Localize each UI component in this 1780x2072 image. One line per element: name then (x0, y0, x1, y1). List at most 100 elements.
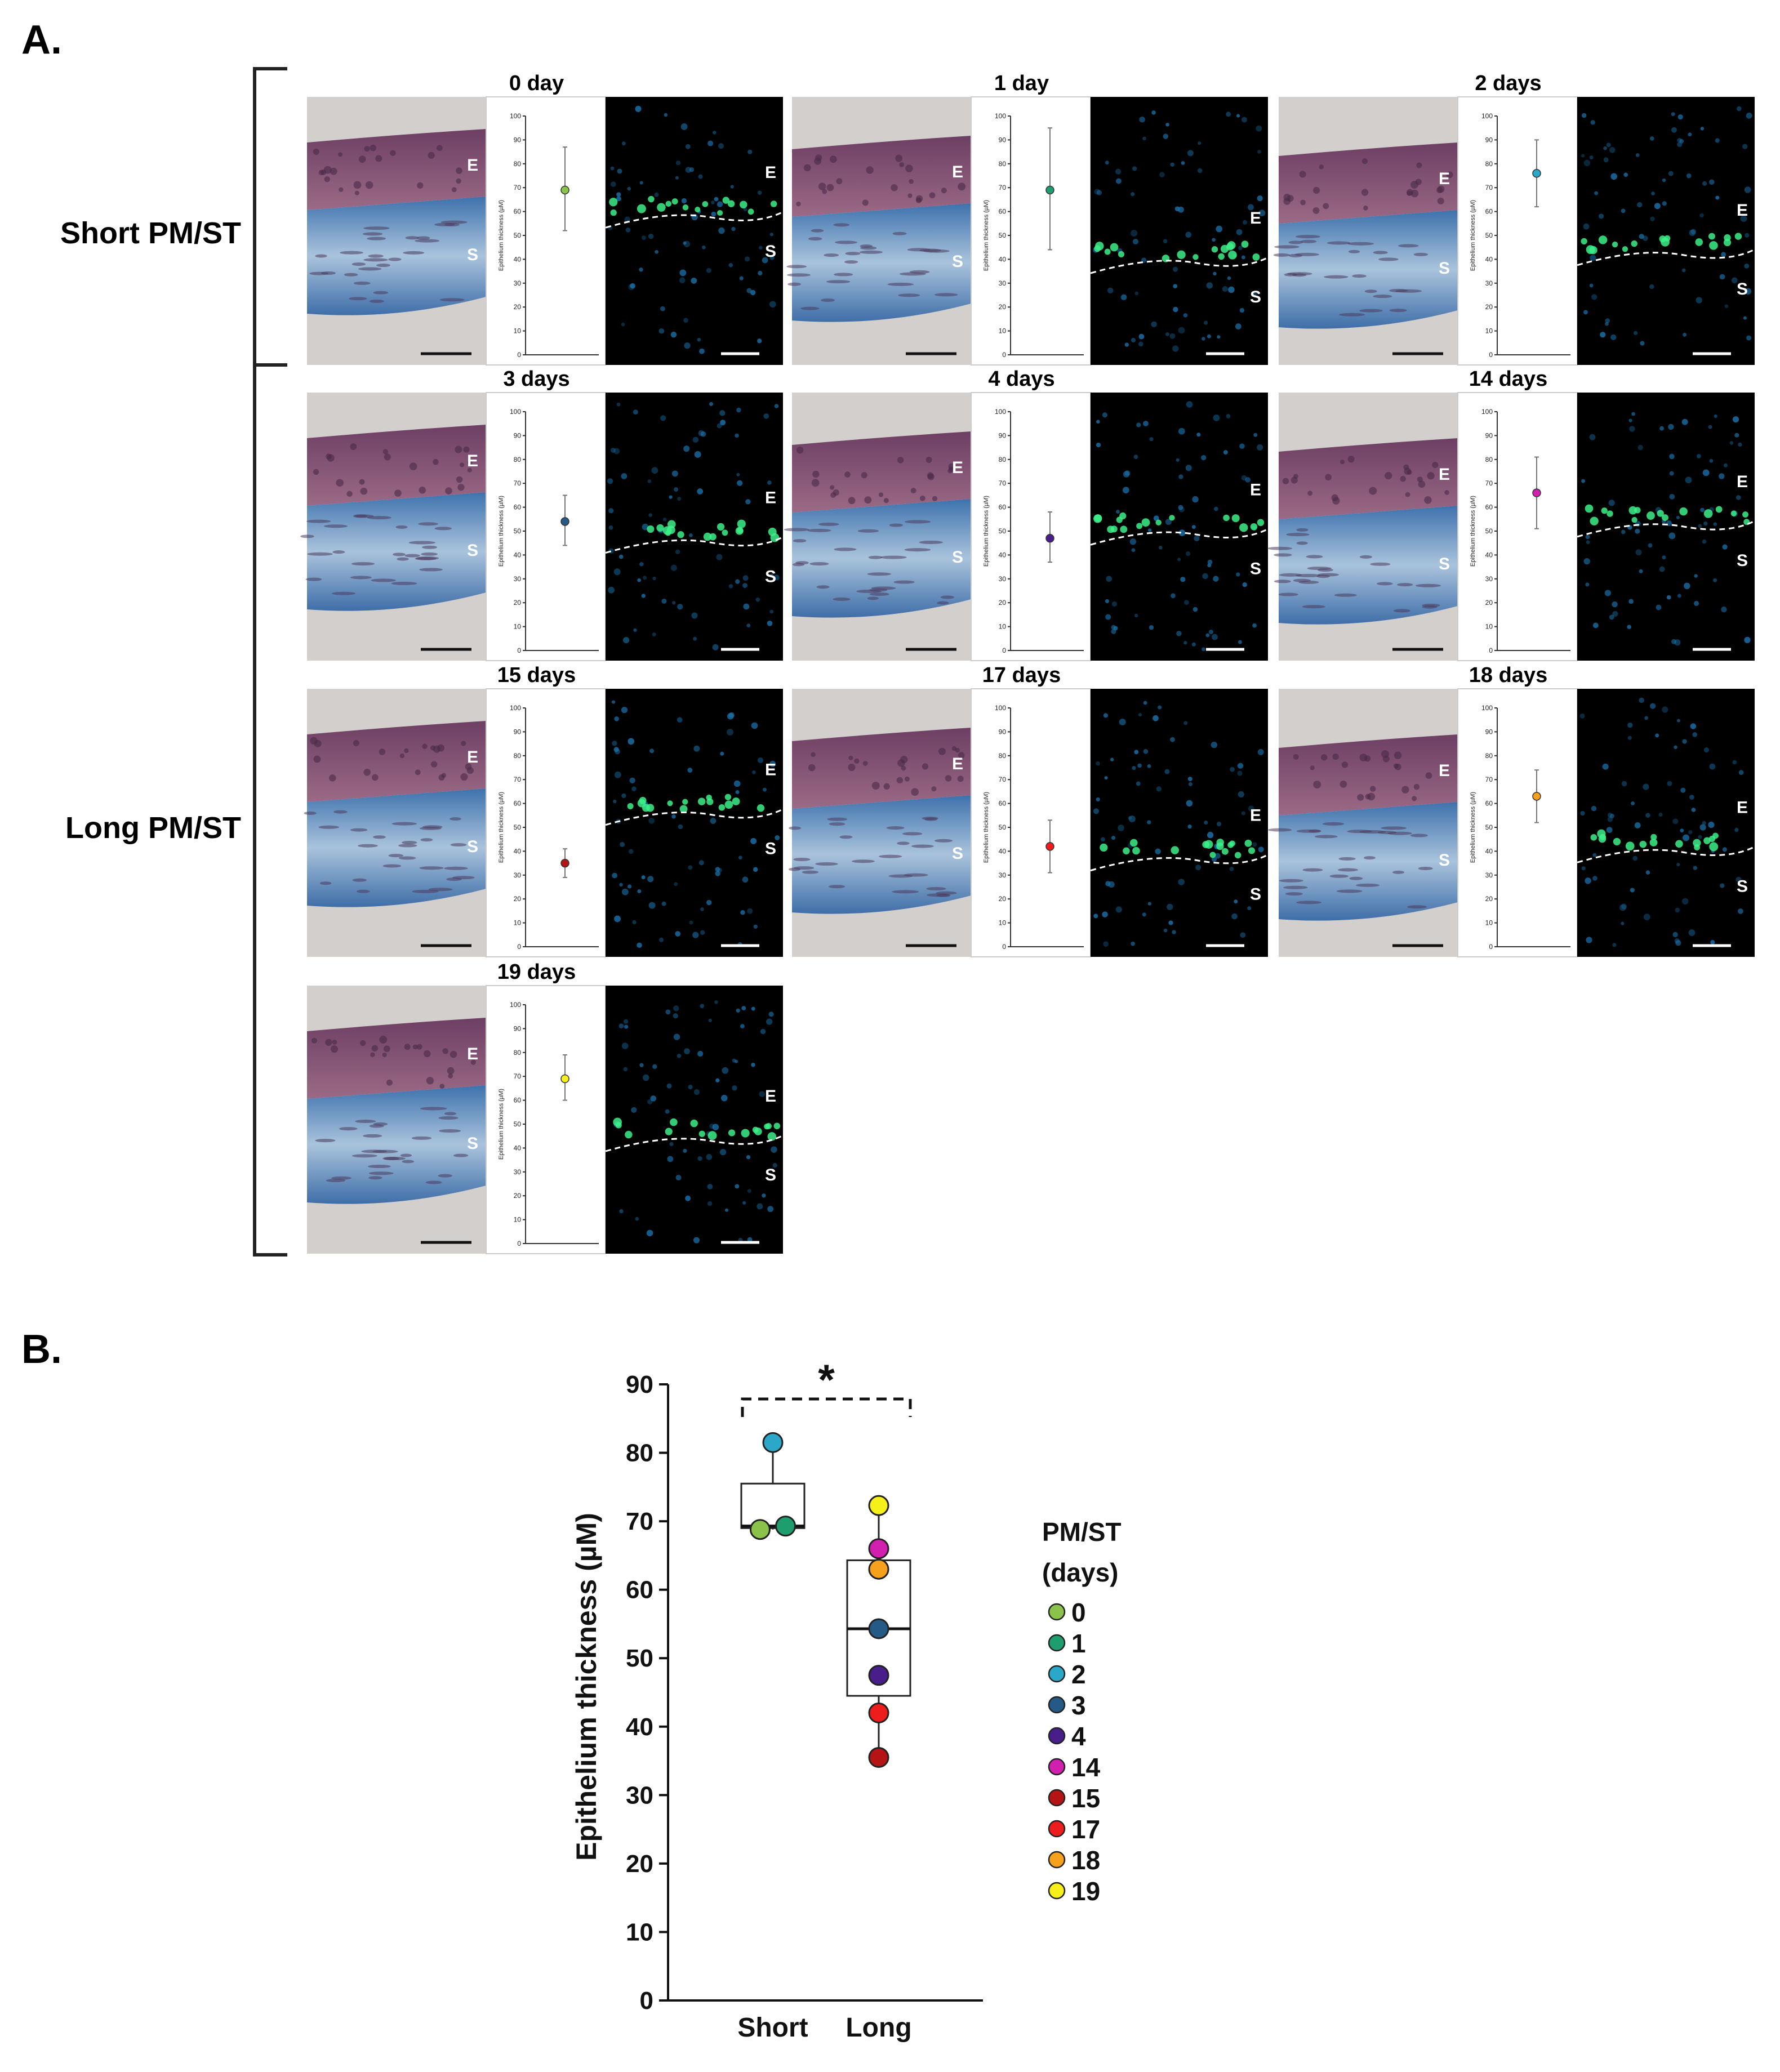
inset-tick-label: 50 (999, 823, 1007, 831)
panel-p1: 1 dayES0102030405060708090100Epithelium … (786, 72, 1269, 366)
inset-tick-label: 100 (510, 408, 521, 416)
inset-y-label: Epithelium thickness (µM) (498, 792, 505, 863)
marker-s: S (952, 844, 963, 863)
mean-point (560, 858, 569, 868)
basement-membrane-line (1090, 528, 1269, 546)
marker-s: S (765, 840, 776, 858)
marker-e: E (1250, 480, 1261, 499)
inset-y-label: Epithelium thickness (µM) (1470, 496, 1476, 567)
marker-s: S (467, 246, 478, 264)
panel-p19: 19 daysES0102030405060708090100Epitheliu… (307, 960, 784, 1254)
inset-tick-label: 0 (517, 351, 521, 359)
inset-tick-label: 20 (999, 895, 1007, 903)
panel-p18: 18 daysES0102030405060708090100Epitheliu… (1267, 663, 1755, 957)
basement-membrane-line (1577, 846, 1755, 863)
marker-e: E (1439, 761, 1450, 780)
inset-tick-label: 60 (514, 208, 522, 216)
legend-label-17: 17 (1071, 1815, 1100, 1844)
marker-e: E (1737, 473, 1748, 491)
panel-p3: 3 daysES0102030405060708090100Epithelium… (300, 367, 784, 661)
inset-tick-label: 90 (1485, 136, 1493, 144)
basement-membrane-line (605, 211, 784, 229)
marker-e: E (467, 1045, 478, 1063)
inset-chart: 0 10 20 30 40 50 60 70 80 90 100 Epithelium thickne… (971, 688, 1091, 957)
marker-s: S (1439, 259, 1450, 278)
inset-tick-label: 70 (999, 184, 1007, 191)
legend-swatch-4 (1048, 1727, 1066, 1745)
marker-s: S (467, 1134, 478, 1153)
x-tick-label-short: Short (737, 2013, 808, 2043)
marker-s: S (765, 242, 776, 261)
inset-tick-label: 10 (1485, 327, 1493, 335)
legend-swatch-17 (1048, 1820, 1066, 1838)
inset-chart: 0 10 20 30 40 50 60 70 80 90 100 Epithelium thickne… (1457, 392, 1578, 661)
inset-tick-label: 100 (510, 112, 521, 120)
inset-tick-label: 100 (995, 112, 1006, 120)
panel-b-label: B. (21, 1327, 62, 1372)
inset-tick-label: 60 (999, 800, 1007, 808)
box-short (740, 1482, 806, 1529)
inset-tick-label: 50 (1485, 231, 1493, 239)
panel-p15: 15 daysES0102030405060708090100Epitheliu… (304, 663, 784, 957)
inset-y-label: Epithelium thickness (µM) (498, 496, 505, 567)
inset-tick-label: 100 (1481, 408, 1493, 416)
point-day-0 (749, 1519, 771, 1540)
marker-e: E (765, 761, 776, 779)
inset-tick-label: 60 (1485, 800, 1493, 808)
inset-tick-label: 80 (514, 160, 522, 168)
inset-tick-label: 20 (1485, 303, 1493, 311)
inset-chart: 0 10 20 30 40 50 60 70 80 90 100 Epithelium thickne… (486, 392, 606, 661)
inset-tick-label: 10 (514, 623, 522, 631)
marker-s: S (467, 541, 478, 560)
panel-title: 2 days (1475, 72, 1541, 95)
legend-swatch-18 (1048, 1851, 1066, 1869)
inset-tick-label: 90 (1485, 728, 1493, 736)
group-label-long: Long PM/ST (65, 811, 241, 845)
marker-s: S (1250, 288, 1261, 306)
marker-e: E (1439, 170, 1450, 188)
inset-tick-label: 30 (999, 575, 1007, 583)
y-tick-label: 70 (626, 1508, 653, 1535)
marker-e: E (765, 489, 776, 507)
panel-title: 17 days (982, 663, 1061, 687)
marker-s: S (952, 548, 963, 567)
point-day-15 (868, 1746, 889, 1768)
panel-title: 0 day (509, 72, 564, 95)
inset-tick-label: 80 (514, 752, 522, 760)
inset-tick-label: 50 (999, 527, 1007, 535)
y-tick-label: 80 (626, 1440, 653, 1467)
inset-chart: 0 10 20 30 40 50 60 70 80 90 100 Epithelium thickne… (486, 688, 606, 957)
inset-tick-label: 90 (514, 431, 522, 439)
histology-image: ES (1267, 689, 1458, 957)
inset-tick-label: 80 (1485, 752, 1493, 760)
marker-s: S (1250, 559, 1261, 578)
inset-y-label: Epithelium thickness (µM) (983, 200, 990, 271)
inset-chart: 0 10 20 30 40 50 60 70 80 90 100 Epithelium thickne… (486, 985, 606, 1254)
marker-e: E (765, 163, 776, 182)
fluorescence-image: ES (1577, 689, 1755, 957)
inset-tick-label: 80 (1485, 456, 1493, 464)
inset-tick-label: 90 (999, 728, 1007, 736)
inset-y-label: Epithelium thickness (µM) (1470, 200, 1476, 271)
inset-chart: 0 10 20 30 40 50 60 70 80 90 100 Epithelium thickne… (971, 96, 1091, 366)
panel-p14: 14 daysES0102030405060708090100Epitheliu… (1267, 367, 1755, 661)
inset-y-label: Epithelium thickness (µM) (1470, 792, 1476, 863)
mean-point (560, 1074, 569, 1084)
panel-p17: 17 daysES0102030405060708090100Epitheliu… (789, 663, 1269, 957)
legend-swatch-14 (1048, 1758, 1066, 1776)
inset-tick-label: 30 (999, 279, 1007, 287)
fluorescence-image: ES (1577, 393, 1755, 661)
panel-p0: 0 dayES0102030405060708090100Epithelium … (307, 72, 784, 366)
histology-image: ES (786, 97, 971, 365)
y-tick-label: 30 (626, 1781, 653, 1809)
inset-tick-label: 90 (514, 136, 522, 144)
fluorescence-image: ES (605, 393, 784, 661)
y-tick-label: 40 (626, 1713, 653, 1741)
legend-swatch-3 (1048, 1696, 1066, 1714)
inset-tick-label: 20 (514, 1192, 522, 1200)
inset-tick-label: 60 (999, 503, 1007, 511)
inset-tick-label: 10 (999, 327, 1007, 335)
fluorescence-image: ES (1577, 97, 1755, 365)
inset-tick-label: 20 (1485, 895, 1493, 903)
